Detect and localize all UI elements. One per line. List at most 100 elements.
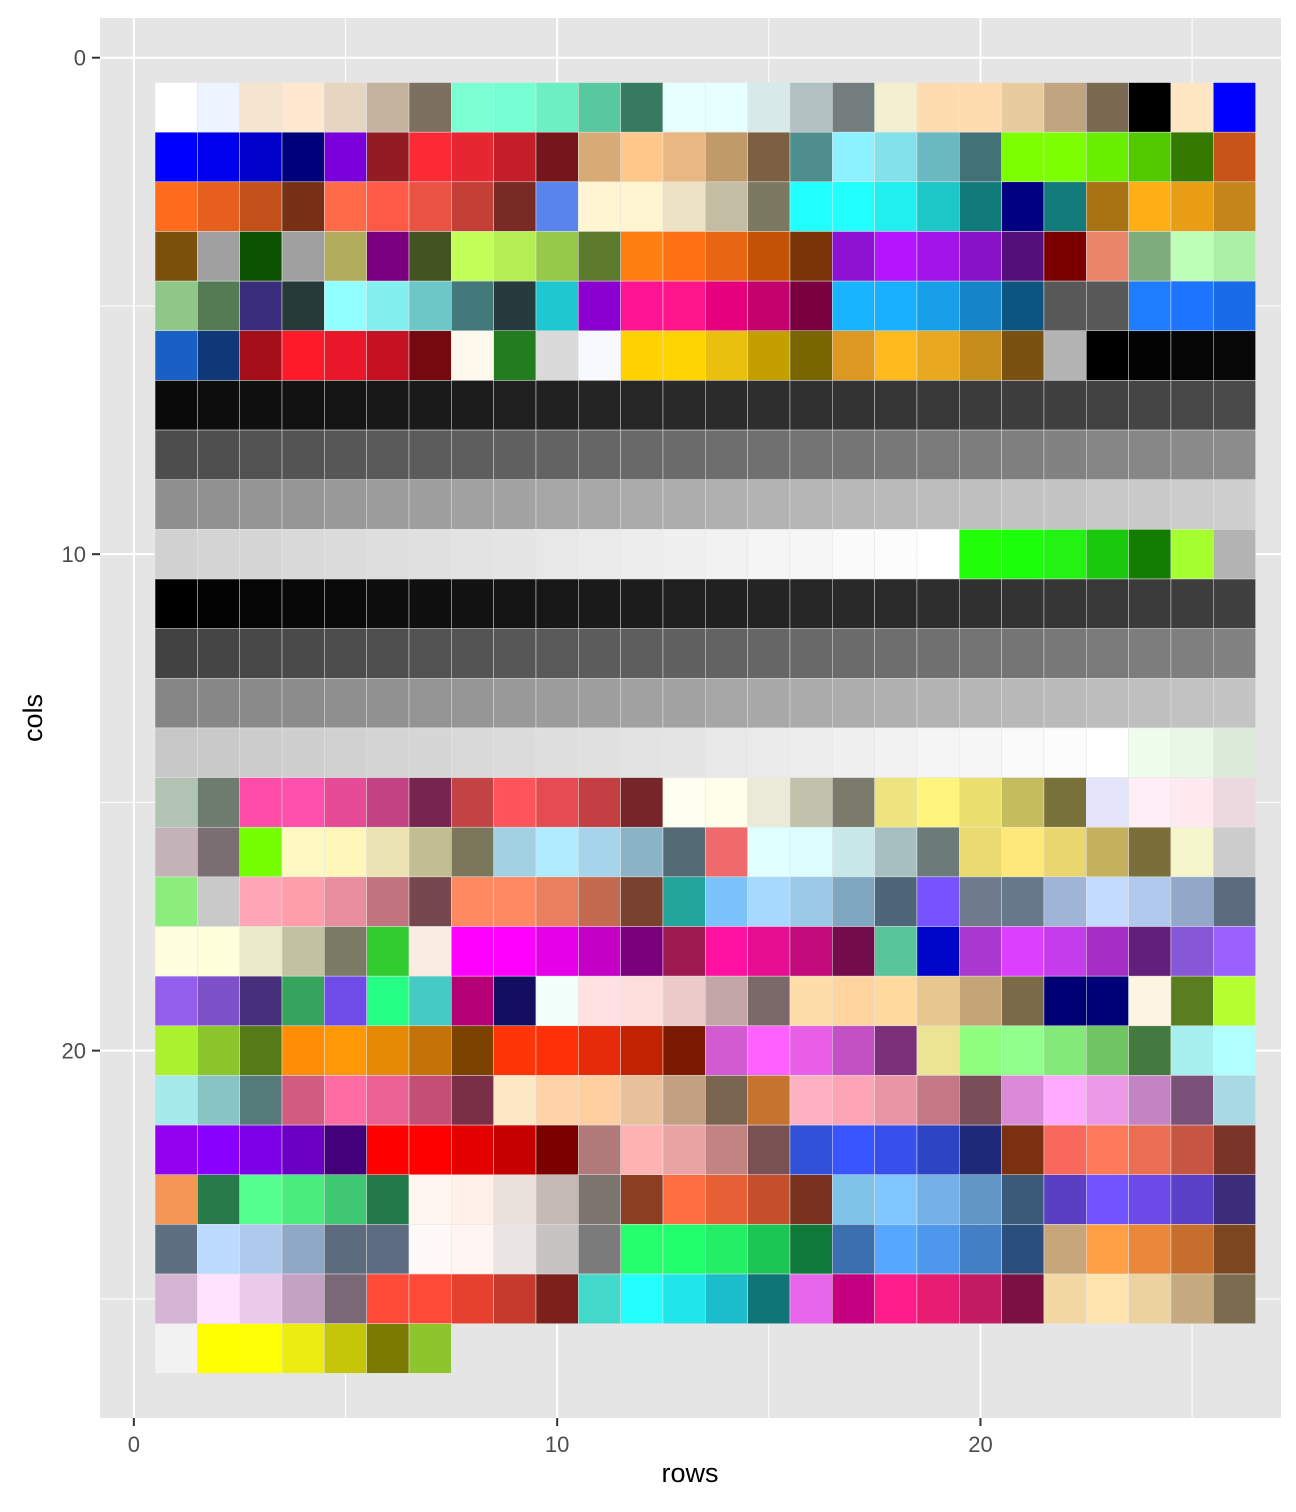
- tile: [620, 1124, 664, 1175]
- tile: [705, 578, 748, 629]
- tile: [747, 479, 791, 530]
- tile: [239, 181, 283, 232]
- tile: [1086, 131, 1129, 183]
- tile: [197, 1174, 240, 1225]
- tile: [705, 280, 748, 332]
- tile: [408, 529, 452, 580]
- tile: [239, 727, 283, 778]
- tile: [366, 1075, 410, 1126]
- tile: [747, 578, 791, 629]
- tile: [493, 1174, 537, 1225]
- tile: [1086, 380, 1129, 431]
- tile: [324, 529, 367, 580]
- tile: [578, 479, 621, 530]
- tile: [1128, 330, 1172, 381]
- tile: [832, 826, 875, 878]
- tile: [832, 678, 875, 729]
- tile: [620, 181, 664, 232]
- tile: [451, 280, 494, 332]
- tile: [1086, 777, 1129, 828]
- tile: [578, 1174, 621, 1225]
- tile: [578, 727, 621, 778]
- tile: [662, 82, 706, 133]
- tile: [1213, 429, 1256, 480]
- tile: [1213, 529, 1256, 580]
- tile: [789, 131, 833, 183]
- tile: [874, 1273, 918, 1324]
- tile: [1213, 479, 1256, 530]
- tile: [747, 826, 791, 878]
- tile: [916, 429, 960, 480]
- tile: [578, 529, 621, 580]
- tile: [1213, 1224, 1256, 1275]
- tile: [1170, 280, 1214, 332]
- tile: [281, 280, 325, 332]
- tile: [281, 429, 325, 480]
- tile: [154, 1025, 198, 1076]
- tile: [916, 131, 960, 183]
- tile: [197, 727, 240, 778]
- tile: [747, 975, 791, 1027]
- tile: [620, 82, 664, 133]
- tile: [1043, 926, 1087, 977]
- tile: [493, 131, 537, 183]
- tile: [281, 82, 325, 133]
- tile: [959, 876, 1002, 927]
- tile: [874, 678, 918, 729]
- tile: [832, 82, 875, 133]
- tile: [535, 826, 579, 878]
- tile: [620, 330, 664, 381]
- tile: [705, 1224, 748, 1275]
- tile: [366, 529, 410, 580]
- tile: [662, 1273, 706, 1324]
- tile: [705, 628, 748, 679]
- tile: [662, 1075, 706, 1126]
- tile: [239, 1025, 283, 1076]
- tile: [1001, 181, 1045, 232]
- tile: [324, 1124, 367, 1175]
- tile: [578, 429, 621, 480]
- tile: [366, 1323, 410, 1374]
- tile: [493, 429, 537, 480]
- tile: [324, 82, 367, 133]
- tile: [959, 578, 1002, 629]
- tile: [874, 1174, 918, 1225]
- tile: [789, 330, 833, 381]
- tile: [1086, 479, 1129, 530]
- tile: [1086, 1124, 1129, 1175]
- tile: [239, 1174, 283, 1225]
- tile: [493, 578, 537, 629]
- tile: [451, 82, 494, 133]
- tile: [366, 777, 410, 828]
- tile: [281, 1323, 325, 1374]
- tile: [747, 628, 791, 679]
- tile: [197, 1025, 240, 1076]
- tile: [1086, 280, 1129, 332]
- tile: [239, 380, 283, 431]
- tile: [1086, 628, 1129, 679]
- tile: [662, 231, 706, 282]
- tile: [578, 82, 621, 133]
- tile: [324, 1224, 367, 1275]
- tile: [451, 777, 494, 828]
- tile: [408, 826, 452, 878]
- tile: [408, 231, 452, 282]
- tile: [959, 330, 1002, 381]
- tile: [239, 1224, 283, 1275]
- tile: [832, 181, 875, 232]
- tile: [662, 280, 706, 332]
- tile: [874, 529, 918, 580]
- tile: [281, 479, 325, 530]
- tile: [451, 181, 494, 232]
- tile: [1001, 876, 1045, 927]
- tile: [620, 727, 664, 778]
- tile: [239, 429, 283, 480]
- tile: [281, 181, 325, 232]
- tile: [620, 777, 664, 828]
- tile: [789, 1224, 833, 1275]
- tile: [535, 1075, 579, 1126]
- tile: [874, 330, 918, 381]
- tile: [1128, 727, 1172, 778]
- tile: [197, 628, 240, 679]
- tile: [324, 181, 367, 232]
